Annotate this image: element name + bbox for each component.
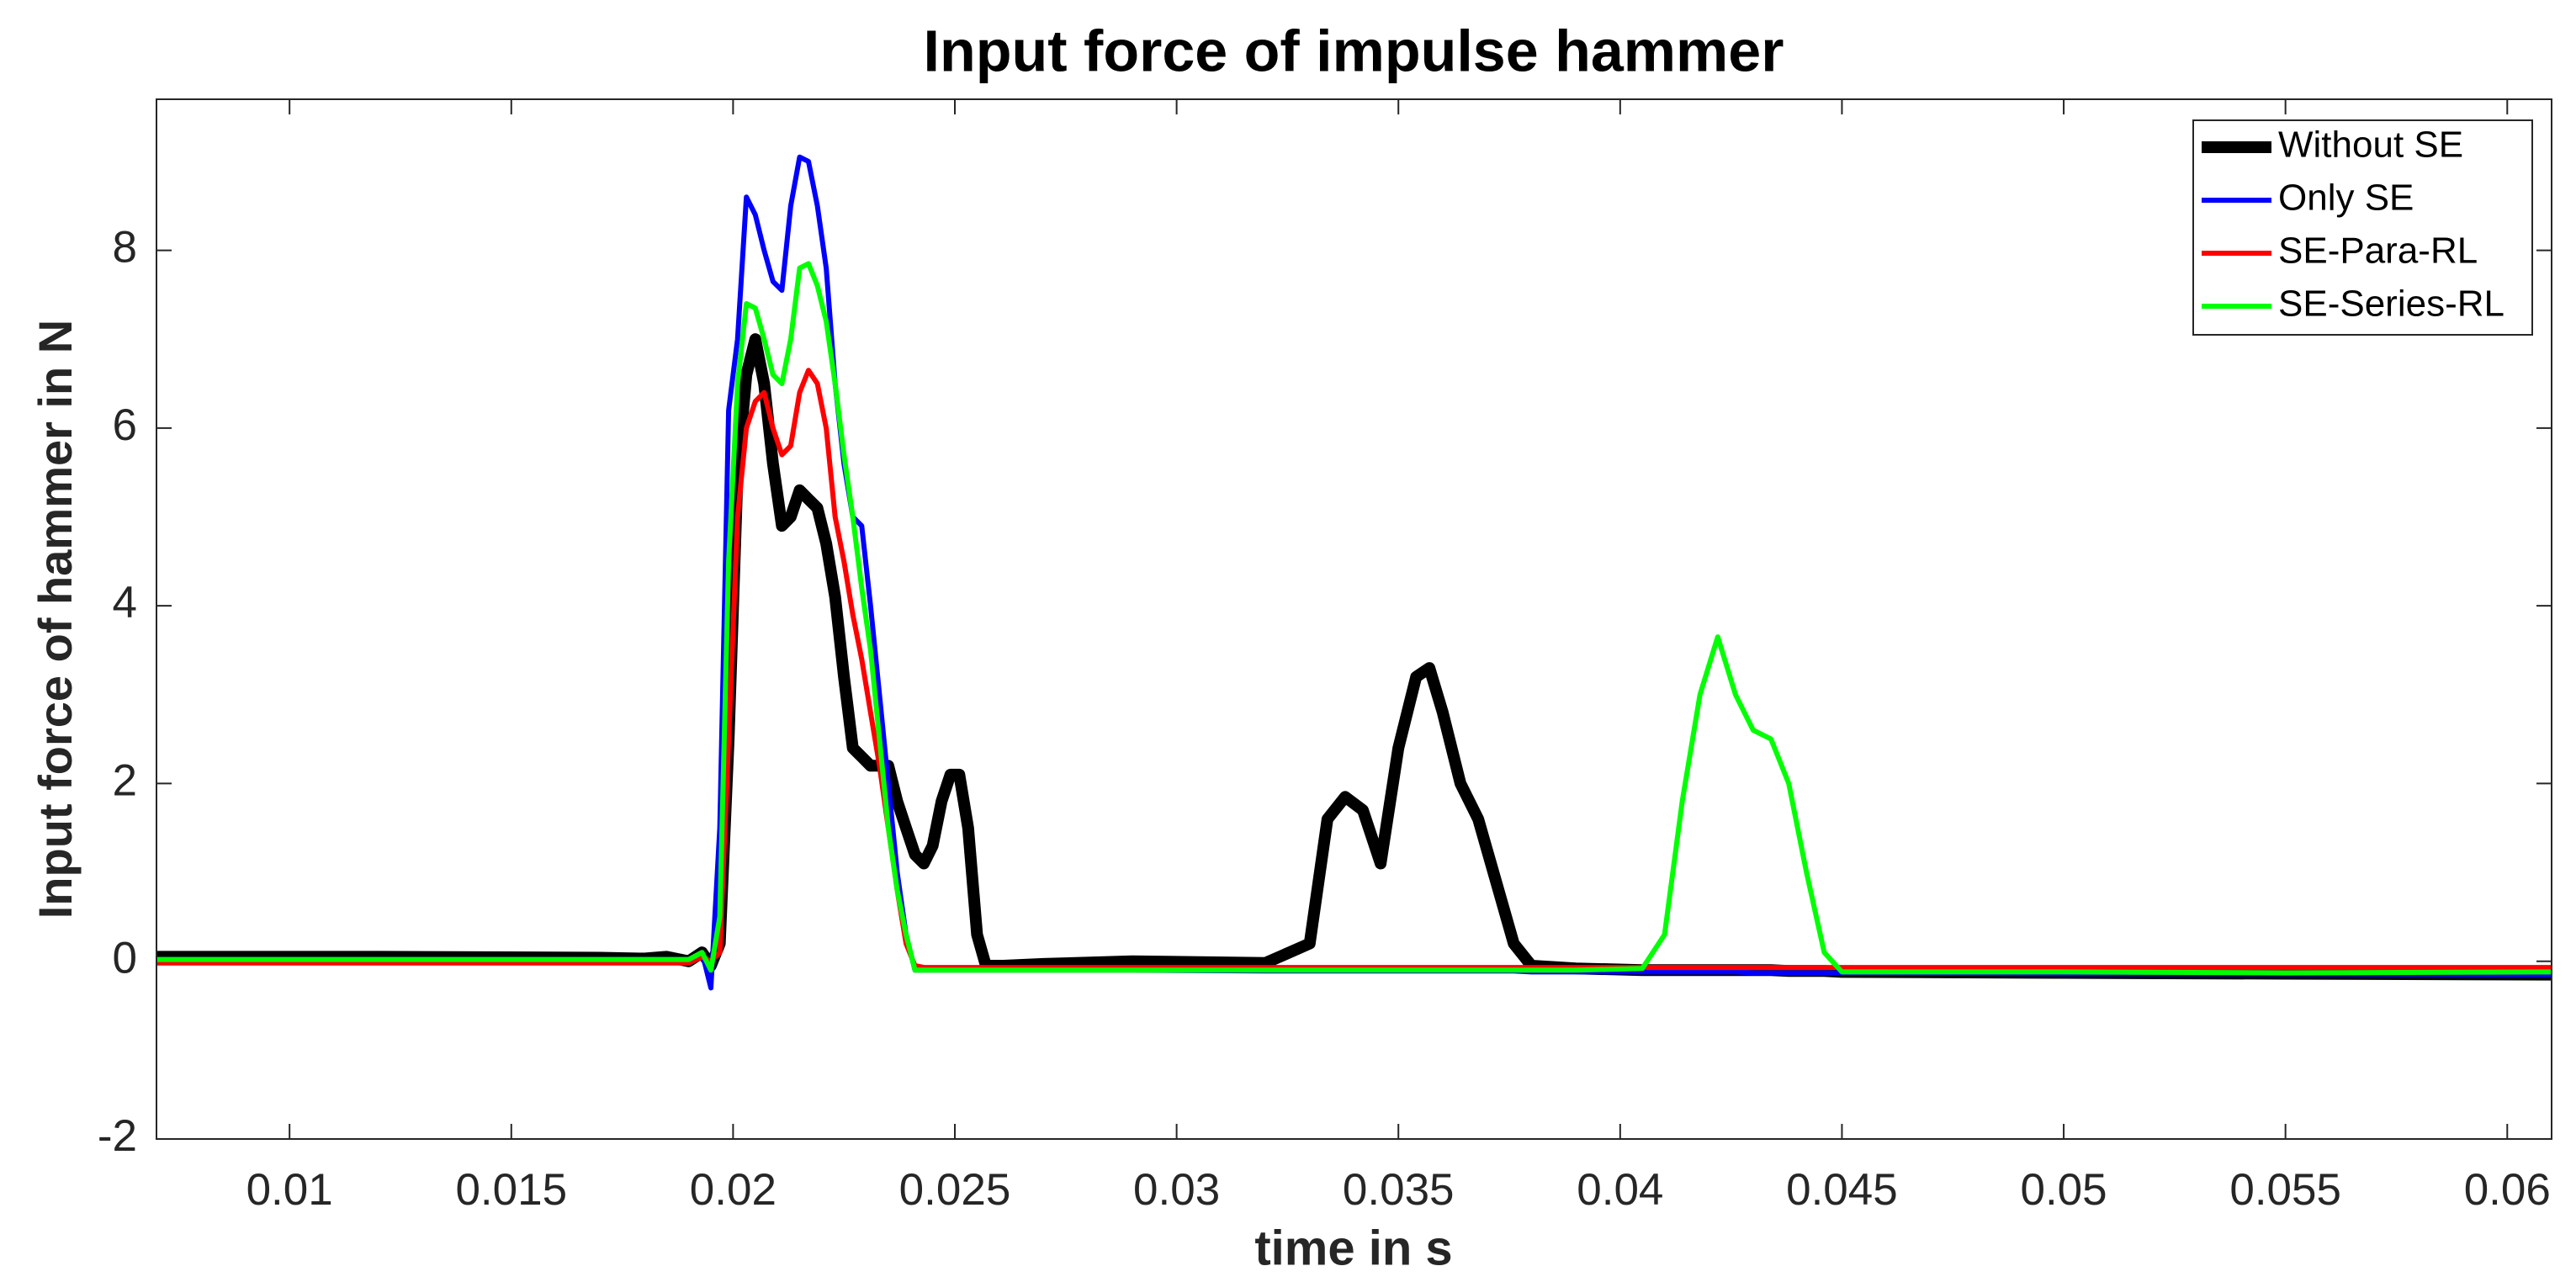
x-tick-label: 0.055: [2229, 1165, 2341, 1215]
y-tick-label: 6: [113, 400, 137, 450]
x-axis-label: time in s: [1254, 1221, 1452, 1275]
x-tick-label: 0.025: [899, 1165, 1011, 1215]
y-tick-label: 4: [113, 578, 137, 628]
x-tick-label: 0.015: [455, 1165, 567, 1215]
y-tick-label: 8: [113, 223, 137, 273]
x-tick-label: 0.05: [2020, 1165, 2107, 1215]
plot-area: 0.01 0.015 0.02 0.025 0.03 0.035 0.04 0.045 0.05…: [98, 98, 2552, 1215]
legend-label: SE-Series-RL: [2278, 283, 2504, 325]
series-line: [156, 368, 2552, 971]
x-tick-label: 0.035: [1343, 1165, 1455, 1215]
legend-label: SE-Para-RL: [2278, 230, 2478, 272]
y-tick-label: 2: [113, 755, 137, 805]
y-axis-label: Input force of hammer in N: [29, 320, 82, 919]
x-tick-label: 0.06: [2464, 1165, 2551, 1215]
y-tick-label: 0: [113, 934, 137, 983]
x-tick-label: 0.04: [1577, 1165, 1663, 1215]
axes-box: [156, 98, 2552, 1140]
legend-label: Without SE: [2278, 124, 2463, 166]
x-tick-label: 0.02: [690, 1165, 777, 1215]
x-tick-label: 0.03: [1133, 1165, 1220, 1215]
legend-label: Only SE: [2278, 177, 2414, 219]
series-line: [156, 261, 2552, 976]
chart-title: Input force of impulse hammer: [924, 18, 1784, 83]
y-tick-label: -2: [98, 1111, 137, 1161]
x-tick-label: 0.01: [246, 1165, 333, 1215]
legend: Without SE Only SE SE-Para-RL SE-Series-RL: [2192, 119, 2533, 336]
x-tick-label: 0.045: [1786, 1165, 1898, 1215]
legend-box: [2192, 119, 2533, 336]
